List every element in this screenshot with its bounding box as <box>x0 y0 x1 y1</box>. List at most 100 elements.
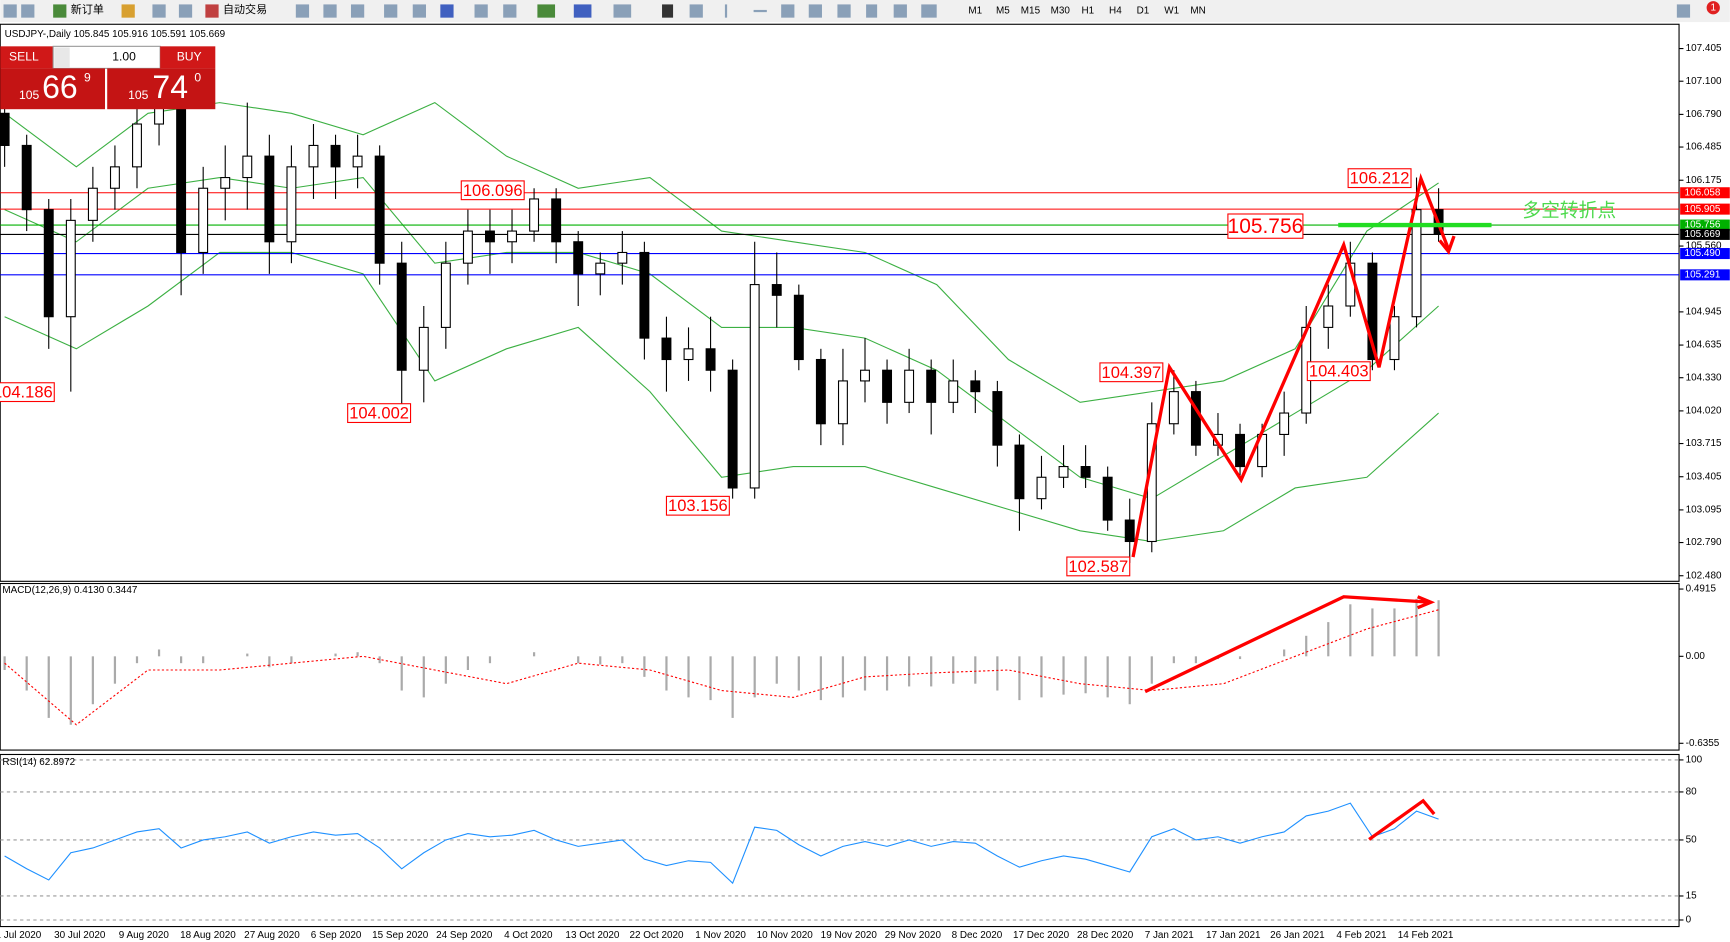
icon[interactable] <box>893 4 907 18</box>
notification-badge[interactable] <box>1706 1 1720 15</box>
toolbar-icons <box>3 4 1691 18</box>
icon[interactable] <box>152 4 166 18</box>
y-tick-label: 104.635 <box>1686 340 1722 351</box>
icon[interactable] <box>573 4 592 18</box>
icon[interactable] <box>205 4 219 18</box>
y-tick-label: 102.790 <box>1686 537 1722 548</box>
arrow-head <box>1416 595 1436 610</box>
level-tag-label: 105.291 <box>1685 269 1721 280</box>
candle-body <box>573 241 584 275</box>
candle-body <box>1102 476 1113 521</box>
icon[interactable] <box>921 4 937 18</box>
x-tick-label: 21 Jul 2020 <box>0 930 42 941</box>
ask-small: 0 <box>194 71 201 85</box>
icon[interactable] <box>474 4 488 18</box>
x-tick-label: 4 Oct 2020 <box>504 930 553 941</box>
icon[interactable] <box>178 4 193 18</box>
auto-trading[interactable]: 自动交易 <box>223 2 267 16</box>
candle-body <box>352 155 363 168</box>
icon[interactable] <box>53 4 67 18</box>
x-tick-label: 28 Dec 2020 <box>1077 930 1134 941</box>
candle-body <box>1036 476 1047 500</box>
annotation-box <box>665 495 730 516</box>
candle-body <box>220 176 231 189</box>
candle-body <box>132 123 142 168</box>
icon[interactable] <box>689 4 703 18</box>
x-tick-label: 27 Aug 2020 <box>244 930 300 941</box>
icon[interactable] <box>724 4 728 18</box>
annotation: 106.212 <box>1350 169 1410 188</box>
candle-body <box>0 112 10 146</box>
level-tag <box>1680 228 1730 240</box>
icon[interactable] <box>295 4 310 18</box>
timeframe[interactable]: MN <box>1190 6 1205 17</box>
icon[interactable] <box>753 9 767 13</box>
candle-body <box>485 230 495 243</box>
x-tick-label: 17 Jan 2021 <box>1206 930 1261 941</box>
timeframe[interactable]: M1 <box>968 6 982 17</box>
annotation: 102.587 <box>1068 557 1128 576</box>
icon[interactable] <box>837 4 851 18</box>
annotation: 104.002 <box>349 404 409 423</box>
y-tick-label: 0.00 <box>1686 651 1706 662</box>
chart-title: USDJPY-,Daily 105.845 105.916 105.591 10… <box>5 29 226 40</box>
candle-body <box>551 198 562 243</box>
macd-panel <box>0 582 1680 751</box>
timeframe[interactable]: H4 <box>1109 6 1122 17</box>
y-tick-label: 103.405 <box>1686 471 1722 482</box>
candle-body <box>948 380 959 403</box>
toolbar <box>0 0 1730 23</box>
timeframe[interactable]: D1 <box>1137 6 1150 17</box>
timeframe[interactable]: M30 <box>1051 6 1071 17</box>
icon[interactable] <box>537 4 556 18</box>
bid-box[interactable] <box>0 68 106 110</box>
icon[interactable] <box>323 4 337 18</box>
icon[interactable] <box>866 4 878 18</box>
timeframe[interactable]: H1 <box>1081 6 1094 17</box>
icon[interactable] <box>384 4 398 18</box>
sell-button[interactable] <box>0 46 54 69</box>
candle-body <box>1014 444 1025 500</box>
level-tag <box>1680 248 1730 260</box>
candle-body <box>529 198 540 232</box>
y-tick-label: 107.405 <box>1686 43 1722 54</box>
icon[interactable] <box>21 4 35 18</box>
icon[interactable] <box>781 4 795 18</box>
icon[interactable] <box>662 4 674 18</box>
icon[interactable] <box>350 4 365 18</box>
icon[interactable] <box>503 4 517 18</box>
annotation: 104.186 <box>0 383 53 402</box>
candle-body <box>109 166 120 189</box>
icon[interactable] <box>412 4 426 18</box>
timeframe[interactable]: M15 <box>1021 6 1041 17</box>
candle-body <box>65 219 76 318</box>
new-order[interactable]: 新订单 <box>71 2 104 16</box>
icon[interactable] <box>808 4 822 18</box>
annotation-box <box>1306 361 1371 382</box>
icon[interactable] <box>440 4 454 18</box>
ask-main: 74 <box>152 69 188 105</box>
icon[interactable] <box>3 4 17 18</box>
y-tick-label: 100 <box>1686 755 1703 766</box>
lot-spinner[interactable] <box>54 47 70 68</box>
timeframe[interactable]: W1 <box>1164 6 1179 17</box>
main-chart: 107.405 107.100 106.790 106.485 106.175 105.5… <box>0 43 1730 941</box>
y-tick-label: 103.715 <box>1686 438 1722 449</box>
candle-body <box>860 369 870 382</box>
icon[interactable] <box>613 4 632 18</box>
rsi-arrow <box>1368 798 1436 841</box>
ask-box[interactable] <box>107 68 216 110</box>
buy-button[interactable] <box>160 46 216 69</box>
candle-body <box>926 369 937 403</box>
icon[interactable] <box>1676 4 1691 18</box>
icon[interactable] <box>121 4 135 18</box>
timeframe[interactable]: M5 <box>996 6 1010 17</box>
bollinger-lower <box>4 251 1439 543</box>
lot-value[interactable]: 1.00 <box>112 50 136 64</box>
sell-label[interactable]: SELL <box>9 50 39 64</box>
timeframes: M1 M5 M15 M30 H1 H4 D1 W1 MN <box>968 6 1205 17</box>
buy-label[interactable]: BUY <box>177 50 202 64</box>
drawn-arrows <box>1131 173 1492 841</box>
annotation-box <box>0 382 55 403</box>
